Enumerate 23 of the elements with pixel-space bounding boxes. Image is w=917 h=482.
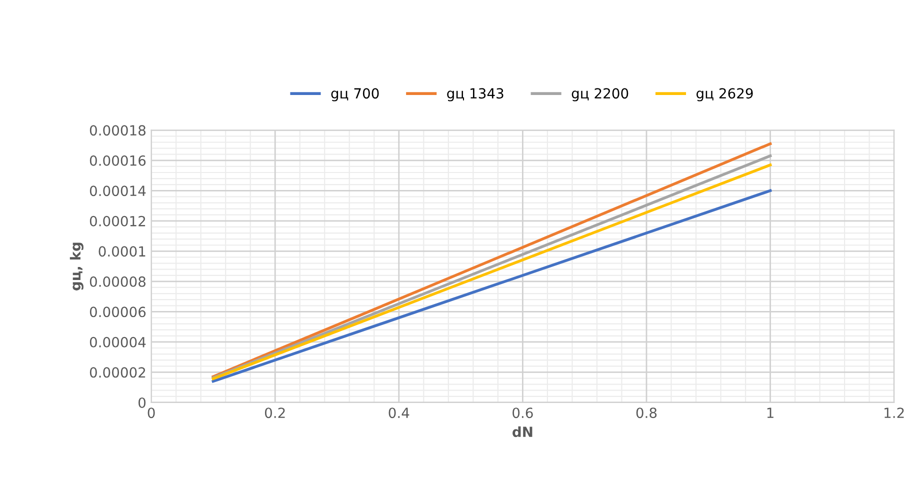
legend-label: gц 700	[331, 88, 379, 102]
y-tick-label: 0.00016	[90, 155, 146, 166]
legend-label: gц 1343	[447, 88, 504, 102]
x-tick-label: 1	[767, 408, 774, 418]
y-tick-label: 0	[138, 397, 146, 408]
y-tick-label: 0.00012	[90, 216, 146, 226]
x-tick-label: 0.4	[388, 408, 410, 418]
y-axis-title: gц, kg	[70, 242, 84, 290]
y-tick-label: 0.00006	[90, 306, 146, 318]
x-tick-label: 0.2	[264, 408, 285, 418]
legend-label: gц 2629	[696, 88, 753, 102]
y-tick-label: 0.00014	[90, 186, 146, 196]
x-tick-label: 0	[148, 408, 155, 418]
y-tick-label: 0.0001	[98, 246, 146, 257]
y-tick-label: 0.00004	[90, 336, 146, 348]
y-tick-label: 0.00008	[90, 276, 146, 287]
legend-label: gц 2200	[572, 88, 628, 102]
y-tick-label: 0.00002	[90, 367, 146, 378]
y-tick-label: 0.00018	[90, 125, 146, 136]
x-tick-label: 0.8	[636, 408, 657, 418]
x-tick-label: 1.2	[884, 408, 904, 418]
x-tick-label: 0.6	[512, 408, 533, 418]
x-axis-title: dN	[512, 426, 532, 438]
